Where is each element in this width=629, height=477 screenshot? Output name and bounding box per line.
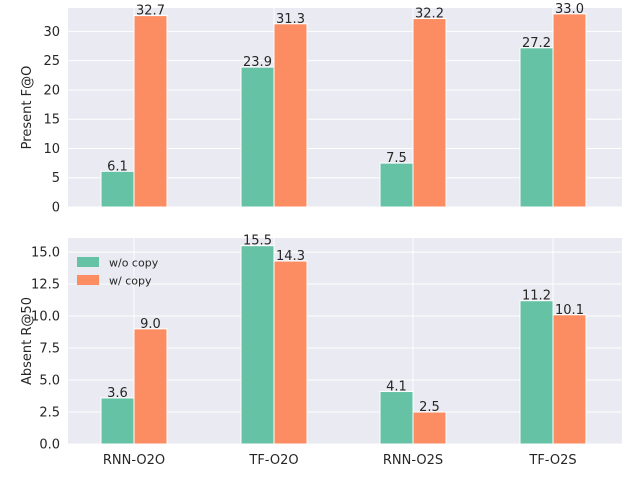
chart-1-bar-with-copy	[412, 18, 447, 208]
chart-2: 0.0 2.5 5.0 7.5 10.0 12.5 15.0 3.6 15.5 4.1 11.2 9.…	[20, 234, 622, 468]
chart-2-x-tick-label: TF-O2O	[248, 453, 298, 468]
chart-2-y-tick-label: 7.5	[39, 342, 60, 357]
chart-1-bar-without-copy	[240, 66, 275, 208]
chart-2-bar-with-copy	[412, 411, 447, 445]
chart-2-bar-with-copy	[552, 314, 587, 445]
chart-1-bar-with-copy	[552, 13, 587, 208]
chart-1-data-label: 6.1	[107, 159, 128, 174]
chart-1-y-tick-label: 15	[43, 113, 60, 128]
chart-2-data-label: 14.3	[276, 249, 305, 264]
chart-1-bar-without-copy	[519, 47, 554, 208]
chart-1-bar-without-copy	[379, 162, 414, 208]
chart-2-data-label: 3.6	[107, 386, 128, 401]
chart-1-y-tick-label: 5	[52, 171, 60, 186]
chart-2-bar-with-copy	[273, 260, 308, 445]
chart-1-y-tick-label: 20	[43, 83, 60, 98]
chart-1-data-label: 32.7	[136, 4, 165, 19]
chart-1: 0 5 10 15 20 25 30 6.1 23.9 7.5 27.2 32.7 31.3 32.2 33…	[20, 2, 622, 216]
legend-swatch-with-copy	[77, 275, 99, 285]
chart-1-bar-without-copy	[100, 170, 135, 208]
chart-1-y-axis-title: Present F@O	[20, 66, 35, 150]
chart-1-data-label: 33.0	[555, 2, 584, 17]
chart-2-data-label: 9.0	[140, 317, 161, 332]
chart-2-legend: w/o copy w/ copy	[77, 257, 159, 288]
chart-2-bar-without-copy	[240, 245, 275, 445]
chart-1-data-label: 23.9	[243, 55, 272, 70]
chart-1-data-label: 32.2	[415, 7, 444, 22]
chart-2-bar-without-copy	[519, 300, 554, 445]
chart-2-y-tick-label: 15.0	[31, 246, 60, 261]
chart-1-y-tick-label: 25	[43, 54, 60, 69]
chart-2-y-tick-label: 12.5	[31, 278, 60, 293]
chart-2-data-label: 4.1	[386, 380, 407, 395]
chart-1-data-label: 31.3	[276, 12, 305, 27]
chart-2-y-tick-label: 5.0	[39, 374, 60, 389]
chart-1-y-tick-label: 0	[52, 201, 60, 216]
chart-2-x-tick-label: RNN-O2O	[103, 453, 165, 468]
chart-1-bar-with-copy	[273, 23, 308, 208]
chart-2-bar-with-copy	[133, 328, 168, 445]
chart-2-bar-without-copy	[100, 397, 135, 445]
chart-2-data-label: 15.5	[243, 234, 272, 249]
chart-2-data-label: 2.5	[419, 400, 440, 415]
chart-2-y-axis-title: Absent R@50	[20, 297, 35, 385]
chart-2-y-tick-label: 10.0	[31, 310, 60, 325]
legend-swatch-without-copy	[77, 257, 99, 267]
chart-2-x-tick-label: TF-O2S	[528, 453, 576, 468]
chart-1-y-tick-label: 10	[43, 142, 60, 157]
chart-2-y-tick-label: 2.5	[39, 406, 60, 421]
chart-1-data-label: 7.5	[386, 151, 407, 166]
chart-2-bar-without-copy	[379, 391, 414, 445]
chart-2-data-label: 10.1	[555, 303, 584, 318]
legend-label-with-copy: w/ copy	[109, 275, 152, 288]
chart-1-data-label: 27.2	[522, 36, 551, 51]
chart-2-x-tick-label: RNN-O2S	[383, 453, 443, 468]
chart-2-y-tick-label: 0.0	[39, 438, 60, 453]
chart-2-data-label: 11.2	[522, 289, 551, 304]
legend-label-without-copy: w/o copy	[109, 257, 159, 270]
chart-1-y-tick-label: 30	[43, 25, 60, 40]
chart-1-bar-with-copy	[133, 15, 168, 208]
